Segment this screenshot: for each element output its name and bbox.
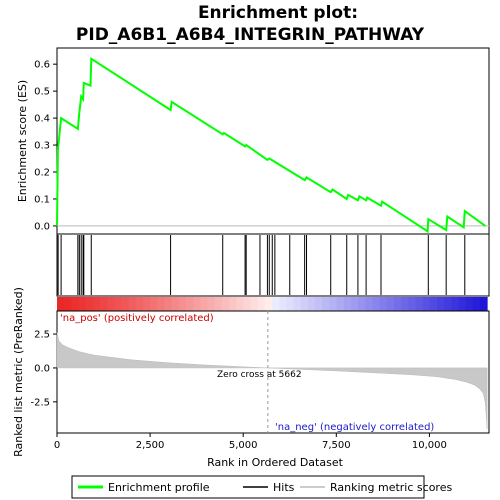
color-bar-segment [336,297,345,311]
color-bar-segment [350,297,359,311]
rank-x-tick-label: 5,000 [229,440,258,451]
ranking-metric-area [56,332,488,429]
color-bar-segment [186,297,194,311]
color-bar-segment [57,297,65,311]
es-y-tick-label: 0.6 [34,60,50,71]
color-bar-segment [279,297,287,311]
color-bar-segment [143,297,151,311]
color-bar-segment [236,297,244,311]
rank-x-tick-label: 10,000 [412,440,447,451]
es-y-tick-label: 0.5 [34,87,50,98]
color-bar-segment [164,297,173,311]
color-bar-segment [243,297,252,311]
color-bar-segment [128,297,137,311]
rank-y-tick-label: 2.5 [34,330,50,341]
color-bar-segment [264,297,273,311]
es-y-tick-label: 0.3 [34,141,50,152]
es-y-tick-label: 0.4 [34,114,50,125]
legend-metric-label: Ranking metric scores [330,481,452,494]
legend: Enrichment profile Hits Ranking metric s… [71,475,452,499]
color-bar-segment [300,297,309,311]
rank-x-tick-label: 7,500 [322,440,351,451]
color-bar-segment [257,297,266,311]
color-bar-segment [121,297,130,311]
enrichment-profile-line [56,56,486,234]
ranking-color-bar [57,297,488,311]
color-bar-segment [329,297,338,311]
color-bar-segment [193,297,201,311]
color-bar-segment [343,297,352,311]
color-bar-segment [272,297,280,311]
color-bar-segment [150,297,158,311]
hits-panel-frame [56,233,490,297]
color-bar-segment [415,297,424,311]
color-bar-segment [135,297,144,311]
es-y-tick-label: 0.0 [34,221,50,232]
color-bar-segment [286,297,295,311]
color-bar-segment [229,297,237,311]
color-bar-segment [465,297,474,311]
rank-y-axis: -2.5 0.0 2.5 [30,330,57,408]
es-y-tick-label: 0.2 [34,168,50,179]
hits-marks [57,235,466,295]
rank-x-tick-label: 2,500 [136,440,165,451]
color-bar-segment [293,297,302,311]
color-bar-segment [307,297,316,311]
zero-cross-label: Zero cross at 5662 [217,370,302,380]
chart-title-line1: Enrichment plot: [198,3,358,23]
color-bar-segment [472,297,481,311]
color-bar-segment [78,297,87,311]
rank-y-axis-label: Ranked list metric (PreRanked) [12,287,25,457]
color-bar-segment [178,297,187,311]
color-bar-segment [358,297,366,311]
color-bar-segment [200,297,209,311]
color-bar-segment [157,297,166,311]
color-bar-segment [458,297,467,311]
color-bar-segment [100,297,108,311]
color-bar-segment [171,297,180,311]
color-bar-segment [114,297,123,311]
color-bar-segment [85,297,94,311]
rank-y-tick-label: -2.5 [30,397,50,408]
color-bar-segment [322,297,330,311]
color-bar-segment [107,297,115,311]
color-bar-segment [429,297,438,311]
color-bar-segment [408,297,416,311]
color-bar-segment [379,297,388,311]
rank-x-tick-label: 0 [54,440,60,451]
color-bar-segment [92,297,101,311]
color-bar-segment [64,297,72,311]
color-bar-segment [250,297,259,311]
color-bar-segment [365,297,373,311]
rank-x-axis: 0 2,500 5,000 7,500 10,000 [54,433,447,451]
color-bar-segment [393,297,402,311]
es-y-axis-label: Enrichment score (ES) [16,80,29,202]
rank-x-axis-label: Rank in Ordered Dataset [207,456,344,469]
color-bar-segment [436,297,445,311]
color-bar-segment [207,297,216,311]
color-bar-segment [315,297,323,311]
negative-correlation-label: 'na_neg' (negatively correlated) [275,422,434,433]
legend-enrichment-label: Enrichment profile [108,481,210,494]
color-bar-segment [401,297,409,311]
color-bar-segment [372,297,381,311]
color-bar-segment [71,297,80,311]
color-bar-segment [422,297,431,311]
positive-correlation-label: 'na_pos' (positively correlated) [60,313,214,324]
color-bar-segment [479,297,488,311]
color-bar-segment [444,297,452,311]
color-bar-segment [386,297,395,311]
legend-hits-label: Hits [273,481,295,494]
es-y-tick-label: 0.1 [34,194,50,205]
es-y-axis: 0.0 0.1 0.2 0.3 0.4 0.5 0.6 [34,60,57,232]
rank-y-tick-label: 0.0 [34,363,50,374]
chart-title-line2: PID_A6B1_A6B4_INTEGRIN_PATHWAY [76,25,425,45]
color-bar-segment [221,297,230,311]
color-bar-segment [451,297,459,311]
es-panel-frame [56,47,490,235]
color-bar-segment [214,297,223,311]
